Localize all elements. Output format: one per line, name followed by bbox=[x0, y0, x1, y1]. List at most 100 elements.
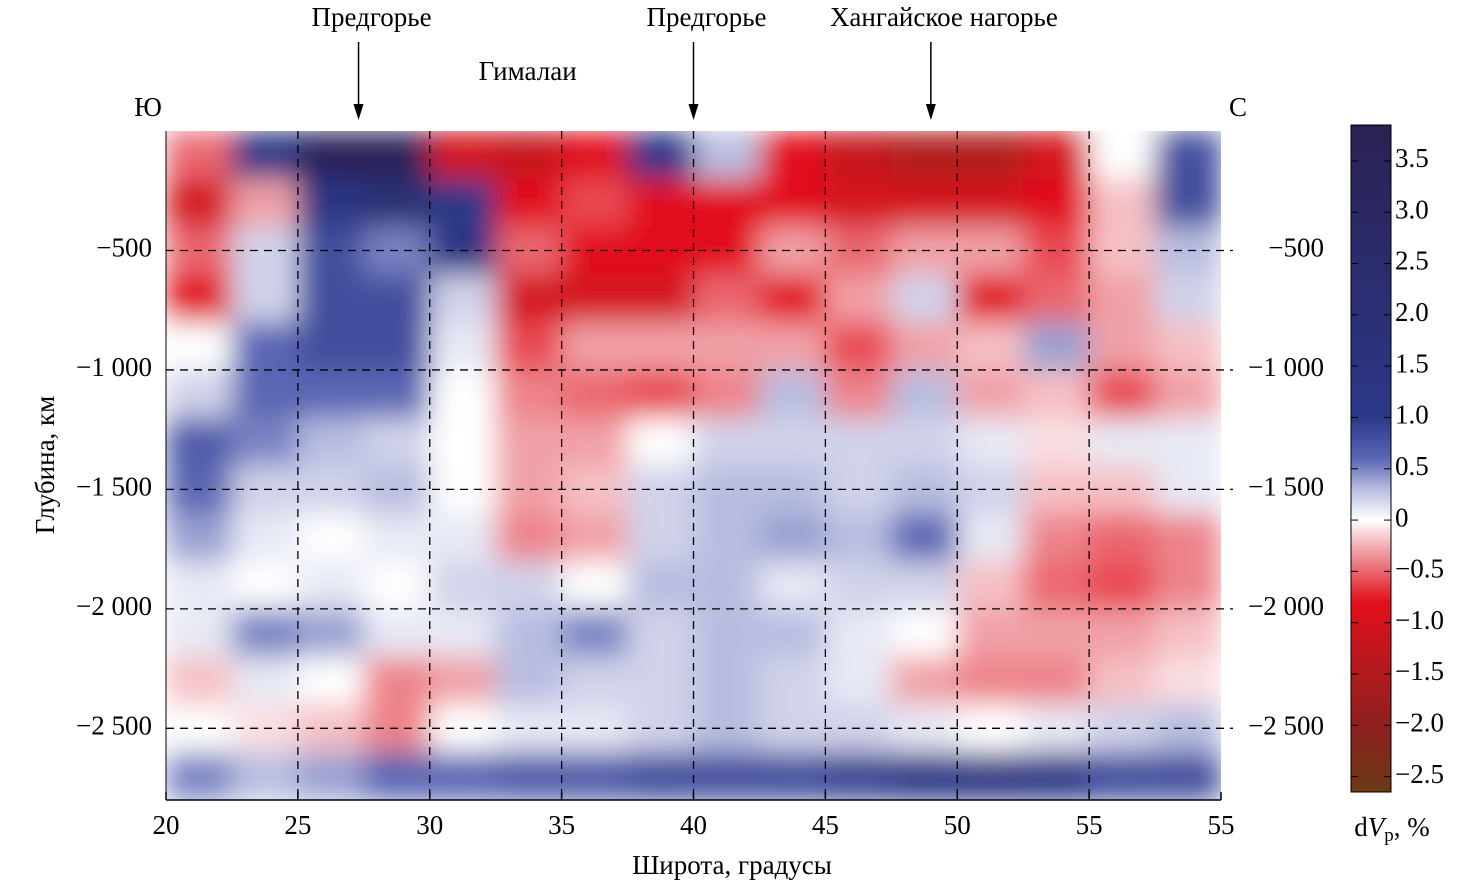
heatmap-cell bbox=[363, 608, 431, 658]
colorbar-tick-label: 1.0 bbox=[1395, 400, 1429, 430]
heatmap-cell bbox=[495, 417, 563, 466]
heatmap-cell bbox=[231, 513, 299, 562]
heatmap-cell bbox=[1155, 608, 1221, 658]
heatmap-cell bbox=[957, 131, 1024, 180]
heatmap-cell bbox=[166, 274, 233, 323]
heatmap-cell bbox=[891, 513, 958, 562]
heatmap-cell bbox=[495, 322, 563, 371]
heatmap-cell bbox=[627, 752, 694, 800]
annotation-arrowhead bbox=[925, 104, 936, 120]
heatmap-cell bbox=[1023, 656, 1090, 705]
y-tick-label: −1 000 bbox=[1248, 352, 1324, 382]
heatmap-cell bbox=[1023, 561, 1090, 610]
heatmap-cell bbox=[825, 322, 892, 371]
direction-label: С bbox=[1229, 92, 1247, 122]
heatmap-cell bbox=[1155, 417, 1221, 466]
heatmap-cell bbox=[1155, 369, 1221, 419]
heatmap-cell bbox=[429, 322, 497, 371]
x-tick-label: 25 bbox=[284, 810, 311, 840]
heatmap-cell bbox=[693, 369, 760, 419]
heatmap-cell bbox=[495, 752, 563, 800]
heatmap-cell bbox=[363, 656, 431, 705]
heatmap-cell bbox=[957, 752, 1024, 800]
heatmap-cell bbox=[1155, 131, 1221, 180]
heatmap-cell bbox=[297, 322, 365, 371]
heatmap-cell bbox=[1089, 178, 1156, 228]
heatmap-cell bbox=[759, 656, 826, 705]
heatmap bbox=[166, 131, 1221, 800]
heatmap-cell bbox=[495, 178, 563, 228]
colorbar-label-part: , % bbox=[1394, 812, 1430, 842]
heatmap-cell bbox=[166, 752, 233, 800]
heatmap-cell bbox=[957, 322, 1024, 371]
heatmap-cell bbox=[825, 656, 892, 705]
colorbar-tick-label: −2.5 bbox=[1395, 759, 1444, 789]
colorbar-label-part: V bbox=[1368, 812, 1388, 842]
heatmap-cell bbox=[1023, 178, 1090, 228]
heatmap-cell bbox=[429, 369, 497, 419]
heatmap-cell bbox=[1089, 131, 1156, 180]
heatmap-cell bbox=[561, 369, 629, 419]
heatmap-cell bbox=[891, 369, 958, 419]
x-tick-label: 55 bbox=[1076, 810, 1103, 840]
heatmap-cell bbox=[1155, 178, 1221, 228]
x-tick-label: 40 bbox=[680, 810, 707, 840]
heatmap-cell bbox=[957, 608, 1024, 658]
heatmap-cell bbox=[297, 513, 365, 562]
heatmap-cell bbox=[231, 178, 299, 228]
x-tick-label: 50 bbox=[944, 810, 971, 840]
heatmap-cell bbox=[166, 131, 233, 180]
heatmap-cell bbox=[1023, 274, 1090, 323]
heatmap-cell bbox=[166, 417, 233, 466]
heatmap-cell bbox=[429, 417, 497, 466]
heatmap-cell bbox=[627, 417, 694, 466]
heatmap-cell bbox=[166, 656, 233, 705]
heatmap-cell bbox=[1089, 608, 1156, 658]
heatmap-cell bbox=[363, 178, 431, 228]
heatmap-cell bbox=[825, 417, 892, 466]
heatmap-cell bbox=[1155, 322, 1221, 371]
heatmap-cell bbox=[495, 131, 563, 180]
heatmap-cell bbox=[825, 561, 892, 610]
heatmap-cell bbox=[429, 513, 497, 562]
colorbar-label-part: p bbox=[1384, 825, 1394, 846]
heatmap-cell bbox=[627, 178, 694, 228]
heatmap-cell bbox=[429, 178, 497, 228]
y-tick-label: −500 bbox=[1268, 233, 1324, 263]
heatmap-cell bbox=[1155, 274, 1221, 323]
heatmap-cell bbox=[231, 131, 299, 180]
heatmap-cell bbox=[759, 369, 826, 419]
colorbar-tick-label: 0 bbox=[1395, 502, 1409, 532]
heatmap-cell bbox=[825, 513, 892, 562]
heatmap-cell bbox=[166, 608, 233, 658]
heatmap-cell bbox=[891, 752, 958, 800]
heatmap-cell bbox=[561, 417, 629, 466]
annotation: Предгорье bbox=[646, 2, 766, 32]
heatmap-cell bbox=[627, 274, 694, 323]
heatmap-cell bbox=[627, 561, 694, 610]
heatmap-cell bbox=[891, 274, 958, 323]
heatmap-cell bbox=[1023, 417, 1090, 466]
heatmap-cell bbox=[759, 322, 826, 371]
heatmap-cell bbox=[363, 131, 431, 180]
heatmap-cell bbox=[627, 608, 694, 658]
heatmap-cell bbox=[693, 322, 760, 371]
x-tick-label: 55 bbox=[1208, 810, 1235, 840]
heatmap-cell bbox=[759, 274, 826, 323]
heatmap-cell bbox=[1089, 417, 1156, 466]
heatmap-cell bbox=[363, 561, 431, 610]
heatmap-cell bbox=[891, 561, 958, 610]
heatmap-cell bbox=[1155, 752, 1221, 800]
heatmap-cell bbox=[1089, 513, 1156, 562]
heatmap-cell bbox=[297, 417, 365, 466]
heatmap-cell bbox=[429, 752, 497, 800]
heatmap-cell bbox=[693, 656, 760, 705]
heatmap-cell bbox=[693, 752, 760, 800]
annotation: Гималаи bbox=[479, 56, 577, 86]
heatmap-cells bbox=[166, 131, 1221, 800]
heatmap-cell bbox=[166, 513, 233, 562]
y-tick-label: −1 500 bbox=[1248, 472, 1324, 502]
x-tick-label: 35 bbox=[548, 810, 575, 840]
colorbar-label-part: d bbox=[1354, 812, 1368, 842]
